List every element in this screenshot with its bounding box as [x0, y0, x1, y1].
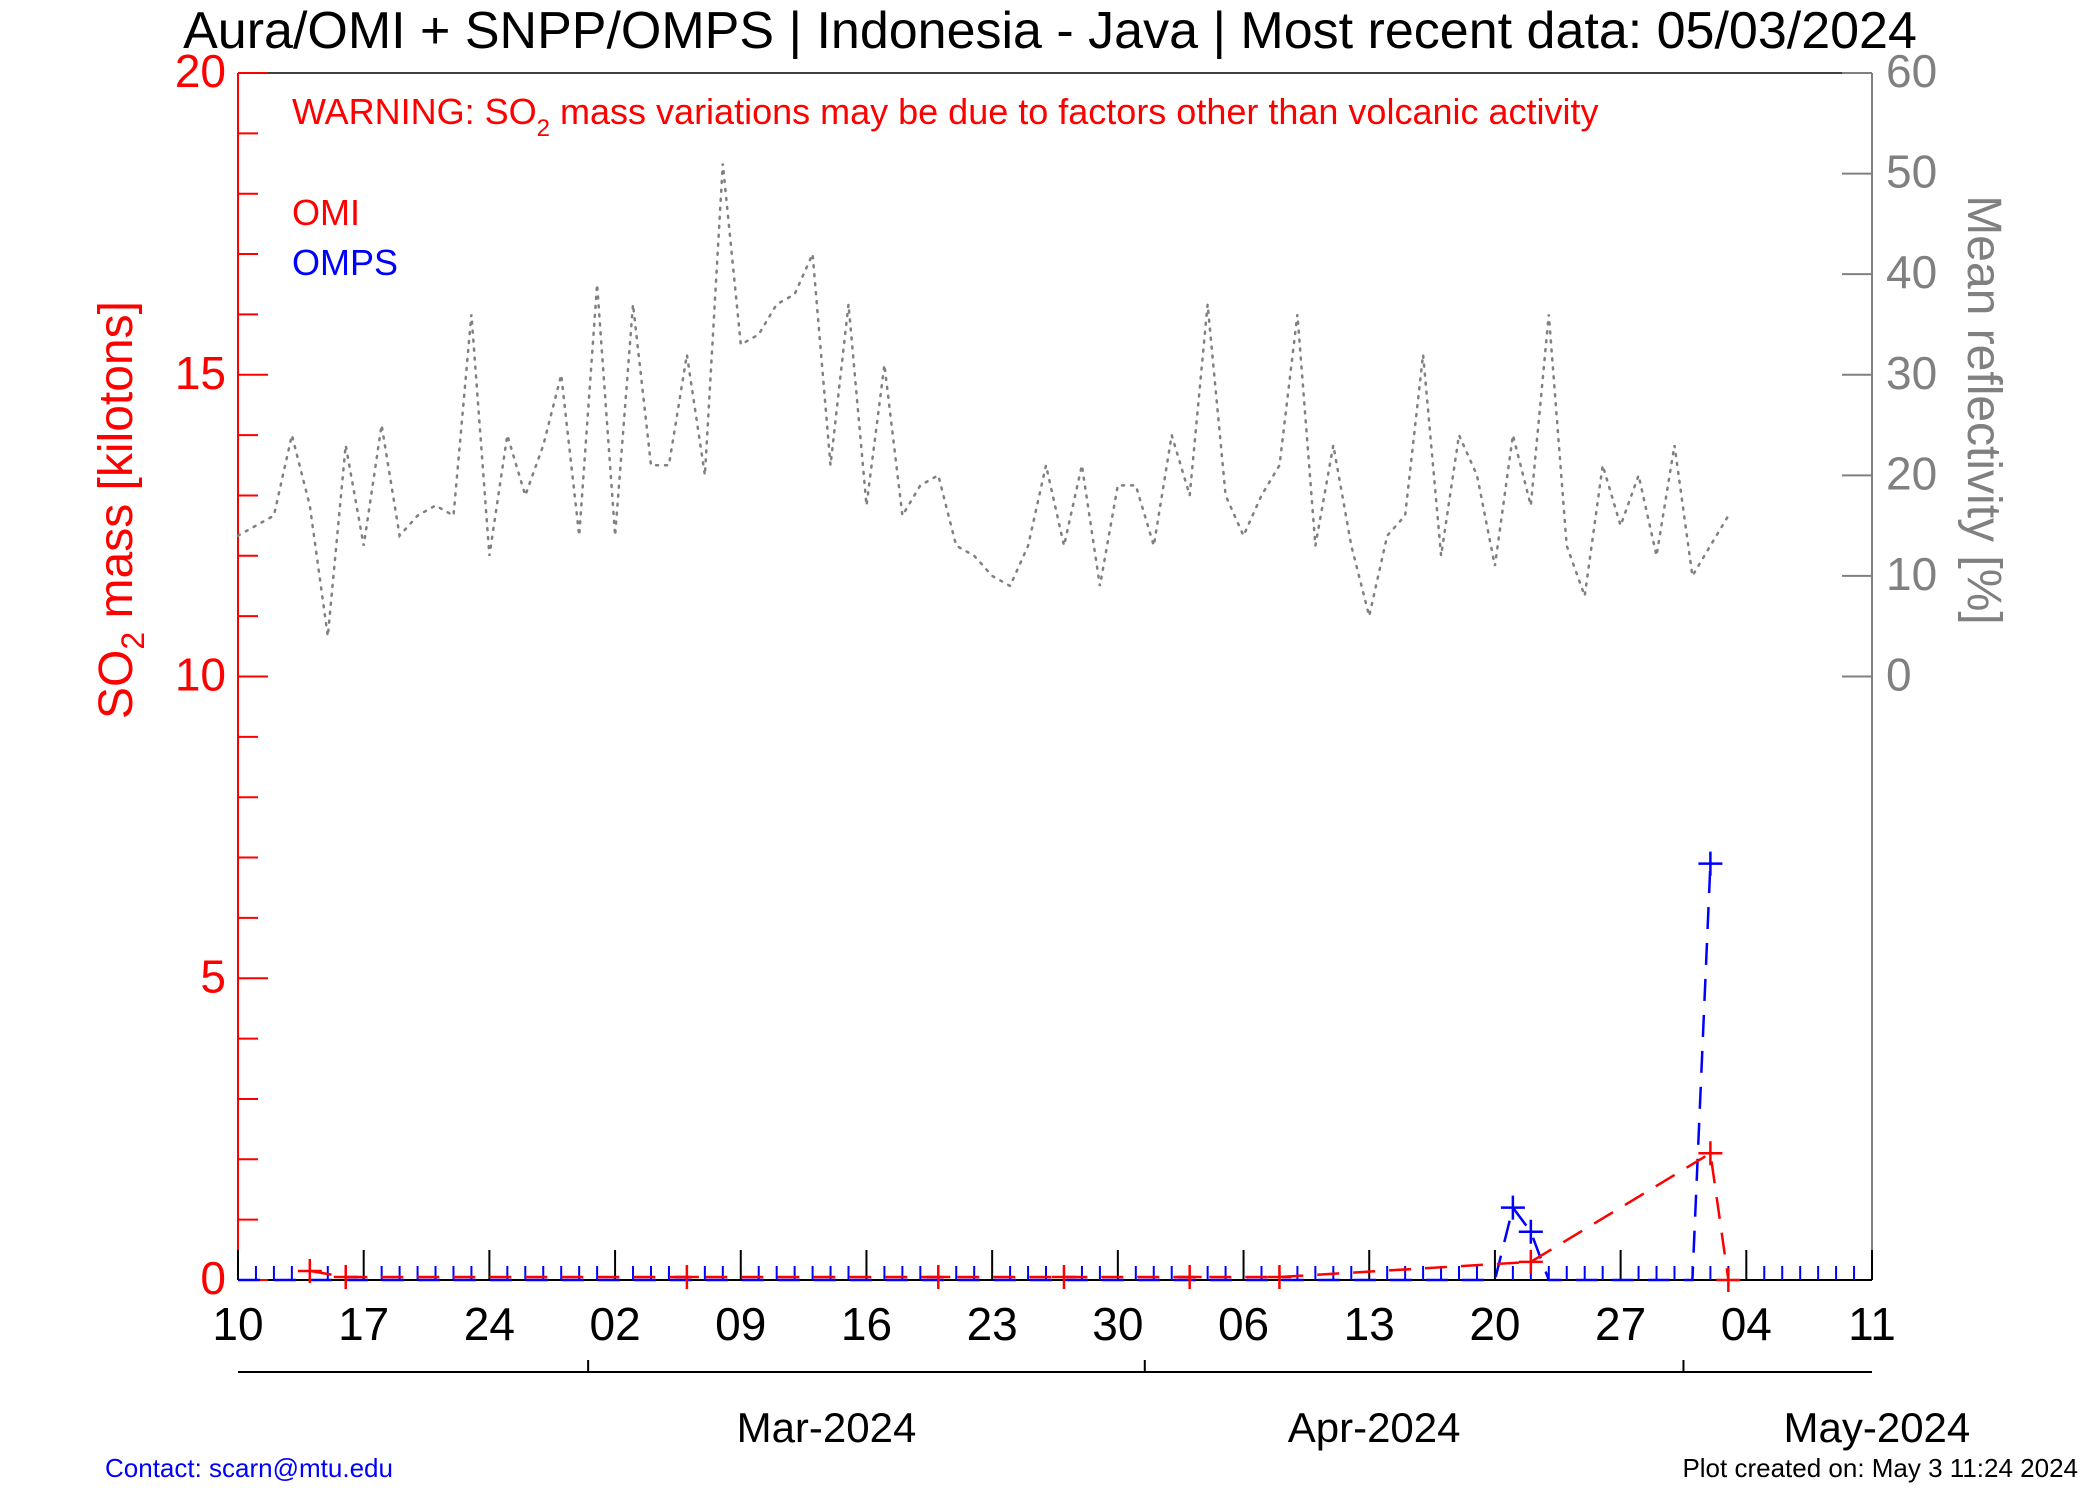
legend-omps: OMPS	[292, 242, 398, 283]
left-axis-label: SO2 mass [kilotons]	[90, 301, 151, 719]
omi-marker	[333, 1264, 358, 1289]
x-tick-label: 13	[1344, 1298, 1395, 1350]
contact-text: Contact: scarn@mtu.edu	[105, 1453, 393, 1483]
right-tick-label: 30	[1886, 347, 1937, 399]
omi-marker	[926, 1264, 951, 1289]
month-label: May-2024	[1784, 1404, 1971, 1451]
right-tick-label: 50	[1886, 146, 1937, 198]
x-tick-label: 02	[589, 1298, 640, 1350]
month-label: Apr-2024	[1288, 1404, 1461, 1451]
omi-marker	[1698, 1141, 1723, 1166]
left-tick-label: 20	[175, 45, 226, 97]
svg-text:SO2 mass [kilotons]: SO2 mass [kilotons]	[90, 301, 151, 719]
right-axis-label: Mean reflectivity [%]	[1957, 195, 2010, 624]
right-tick-label: 60	[1886, 45, 1937, 97]
chart-title: Aura/OMI + SNPP/OMPS | Indonesia - Java …	[183, 2, 1917, 60]
svg-text:Mean reflectivity [%]: Mean reflectivity [%]	[1957, 195, 2010, 624]
omps-line	[238, 863, 1712, 1282]
x-tick-label: 09	[715, 1298, 766, 1350]
warning-sub: 2	[537, 115, 550, 142]
omps-marker	[1518, 1219, 1543, 1244]
omi-marker	[1518, 1249, 1543, 1274]
plot-created-text: Plot created on: May 3 11:24 2024	[1682, 1453, 2078, 1483]
month-label: Mar-2024	[737, 1404, 917, 1451]
x-tick-label: 20	[1469, 1298, 1520, 1350]
warning-text: WARNING: SO2 mass variations may be due …	[292, 91, 1599, 142]
right-tick-label: 40	[1886, 246, 1937, 298]
x-tick-label: 23	[967, 1298, 1018, 1350]
omi-line	[309, 1151, 1730, 1281]
omps-marker	[1698, 851, 1723, 876]
omps-marker	[1500, 1195, 1525, 1220]
omi-marker	[674, 1264, 699, 1289]
left-tick-label: 10	[175, 649, 226, 701]
omi-marker	[1177, 1264, 1202, 1289]
omi-marker	[1051, 1264, 1076, 1289]
left-tick-label: 15	[175, 347, 226, 399]
omi-marker	[1716, 1268, 1741, 1292]
left-tick-label: 0	[200, 1252, 226, 1304]
x-tick-label: 04	[1721, 1298, 1772, 1350]
x-tick-label: 06	[1218, 1298, 1269, 1350]
x-tick-label: 24	[464, 1298, 515, 1350]
svg-text:WARNING: SO2 mass variations m: WARNING: SO2 mass variations may be due …	[292, 91, 1599, 142]
warning-suffix: mass variations may be due to factors ot…	[550, 91, 1598, 132]
right-tick-label: 0	[1886, 649, 1912, 701]
x-tick-label: 10	[212, 1298, 263, 1350]
right-tick-label: 10	[1886, 548, 1937, 600]
x-tick-label: 11	[1848, 1298, 1896, 1350]
omi-marker	[297, 1258, 322, 1283]
x-tick-label: 27	[1595, 1298, 1646, 1350]
legend-omi: OMI	[292, 192, 360, 233]
right-tick-label: 20	[1886, 447, 1937, 499]
x-tick-label: 30	[1092, 1298, 1143, 1350]
left-tick-label: 5	[200, 950, 226, 1002]
x-tick-label: 16	[841, 1298, 892, 1350]
reflectivity-line	[236, 163, 1730, 637]
omi-marker	[1267, 1264, 1292, 1289]
x-tick-label: 17	[338, 1298, 389, 1350]
warning-prefix: WARNING: SO	[292, 91, 537, 132]
